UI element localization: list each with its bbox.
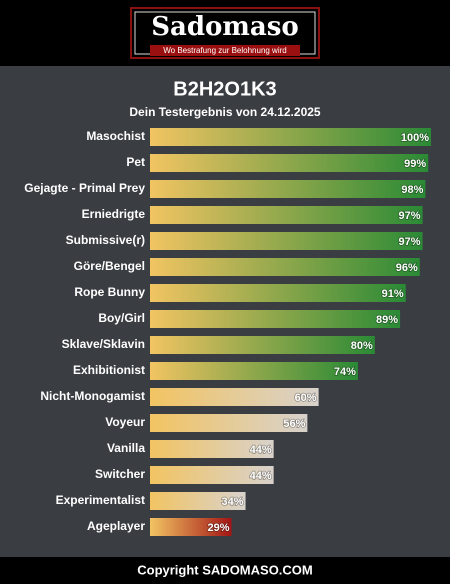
category-label: Boy/Girl <box>98 311 145 325</box>
footer-bg <box>0 557 450 584</box>
value-label: 98% <box>401 184 423 196</box>
chart-title: B2H2O1K3 <box>173 78 276 100</box>
value-label: 97% <box>399 236 421 248</box>
value-label: 97% <box>399 210 421 222</box>
value-label: 100% <box>401 132 429 144</box>
tagline-strip <box>150 45 300 56</box>
category-label: Rope Bunny <box>74 285 145 299</box>
value-label: 80% <box>351 340 373 352</box>
value-label: 99% <box>404 158 426 170</box>
bar <box>150 362 358 380</box>
category-label: Voyeur <box>105 415 145 429</box>
value-label: 60% <box>295 392 317 404</box>
logo[interactable]: Sadomaso <box>151 12 298 42</box>
footer[interactable]: Copyright SADOMASO.COM <box>137 562 313 577</box>
bar <box>150 466 274 484</box>
category-label: Nicht-Monogamist <box>40 389 145 403</box>
bar <box>150 414 308 432</box>
bar <box>150 180 426 198</box>
category-label: Switcher <box>95 467 145 481</box>
category-label: Erniedrigte <box>82 207 146 221</box>
bar <box>150 492 246 510</box>
bar <box>150 518 232 536</box>
category-label: Masochist <box>86 129 145 143</box>
category-label: Gejagte - Primal Prey <box>24 181 145 195</box>
tagline: Wo Bestrafung zur Belohnung wird <box>163 46 286 55</box>
bar <box>150 128 431 146</box>
bar <box>150 336 375 354</box>
value-label: 44% <box>250 444 272 456</box>
value-label: 29% <box>207 522 229 534</box>
category-label: Vanilla <box>107 441 145 455</box>
bar <box>150 284 406 302</box>
category-label: Submissive(r) <box>66 233 145 247</box>
value-label: 34% <box>222 496 244 508</box>
chart-subtitle: Dein Testergebnis von 24.12.2025 <box>129 105 321 119</box>
value-label: 91% <box>382 288 404 300</box>
value-label: 96% <box>396 262 418 274</box>
category-label: Ageplayer <box>87 519 145 533</box>
value-label: 44% <box>250 470 272 482</box>
bar <box>150 206 423 224</box>
bar <box>150 258 420 276</box>
bar <box>150 154 429 172</box>
bar <box>150 232 423 250</box>
category-label: Exhibitionist <box>73 363 145 377</box>
value-label: 74% <box>334 366 356 378</box>
value-label: 89% <box>376 314 398 326</box>
category-label: Sklave/Sklavin <box>62 337 145 351</box>
category-label: Göre/Bengel <box>74 259 145 273</box>
bar <box>150 388 319 406</box>
value-label: 56% <box>283 418 305 430</box>
category-label: Pet <box>126 155 145 169</box>
bar <box>150 310 401 328</box>
category-label: Experimentalist <box>56 493 145 507</box>
bar <box>150 440 274 458</box>
